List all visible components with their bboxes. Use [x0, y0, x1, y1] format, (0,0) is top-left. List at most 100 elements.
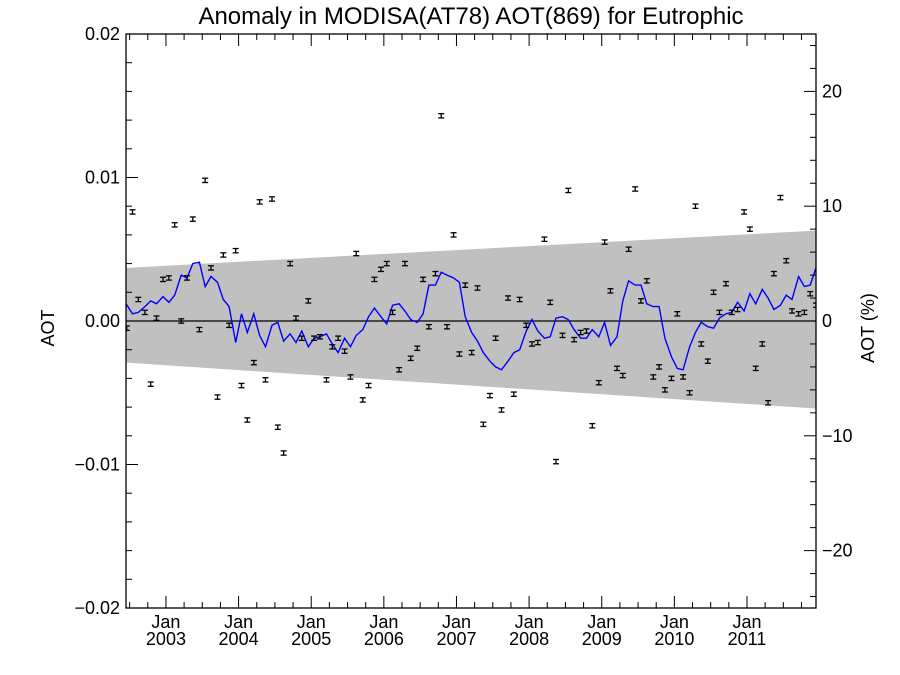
data-point: [244, 417, 251, 423]
data-point: [607, 288, 614, 294]
y-tick-label: 0.02: [85, 24, 120, 44]
y-tick-label: −0.02: [74, 598, 120, 618]
x-tick-label-month: Jan: [297, 612, 326, 632]
x-tick-label-month: Jan: [587, 612, 616, 632]
data-point: [661, 387, 668, 393]
data-point: [547, 299, 554, 306]
data-point: [153, 315, 160, 321]
data-point: [722, 280, 729, 287]
data-point: [668, 375, 675, 382]
data-point: [486, 392, 493, 399]
data-point: [777, 194, 784, 201]
data-point: [613, 365, 620, 372]
data-point: [534, 339, 541, 346]
x-tick-label-month: Jan: [515, 612, 544, 632]
data-point: [396, 366, 403, 373]
data-point: [734, 306, 741, 313]
data-point: [505, 295, 512, 301]
data-point: [305, 298, 312, 304]
data-point: [813, 302, 816, 309]
data-point: [552, 458, 559, 465]
data-point: [141, 309, 148, 316]
data-point: [207, 265, 214, 271]
data-point: [480, 421, 487, 428]
data-point: [589, 422, 596, 429]
data-point: [498, 407, 505, 413]
data-point: [516, 296, 523, 303]
data-point: [674, 311, 681, 317]
data-point: [135, 296, 142, 303]
data-point: [129, 209, 136, 215]
y-axis-label-right: AOT (%): [858, 293, 878, 363]
data-point: [335, 335, 342, 342]
data-point: [789, 308, 796, 314]
data-point: [492, 335, 499, 342]
x-tick-label-year: 2005: [291, 629, 331, 649]
data-point: [770, 270, 777, 277]
x-tick-label-month: Jan: [732, 612, 761, 632]
data-point: [680, 374, 687, 380]
data-point: [250, 359, 257, 366]
y-tick-label: 0.00: [85, 311, 120, 331]
data-point: [178, 318, 185, 324]
data-point: [643, 278, 650, 284]
data-point: [765, 399, 772, 406]
data-point: [716, 309, 723, 316]
data-point: [704, 358, 711, 364]
data-point: [462, 282, 469, 288]
data-point: [160, 276, 167, 283]
x-tick-label-year: 2007: [436, 629, 476, 649]
data-point: [438, 112, 445, 119]
data-point: [595, 379, 602, 386]
data-point: [377, 266, 384, 273]
data-point: [214, 394, 221, 400]
y-right-tick-label: −20: [822, 541, 853, 561]
y-tick-label: −0.01: [74, 455, 120, 475]
data-point: [650, 374, 657, 380]
data-point: [571, 336, 578, 343]
x-tick-label-month: Jan: [151, 612, 180, 632]
data-point: [474, 285, 481, 291]
data-point: [359, 397, 366, 403]
data-point: [746, 226, 753, 232]
y-axis-label-left: AOT: [38, 309, 58, 346]
data-point: [565, 187, 572, 194]
data-point: [637, 298, 644, 304]
data-point: [583, 328, 590, 334]
data-point: [541, 236, 548, 243]
data-point: [559, 332, 566, 339]
data-point: [795, 311, 802, 317]
data-point: [807, 290, 814, 297]
data-point: [365, 382, 372, 389]
axes: −0.02−0.010.000.010.02−20−1001020Jan2003…: [74, 24, 852, 649]
data-point: [238, 382, 245, 389]
data-point: [171, 222, 178, 228]
data-point: [274, 424, 281, 430]
x-tick-label-month: Jan: [224, 612, 253, 632]
data-point: [710, 289, 717, 296]
data-point: [407, 355, 414, 362]
data-point: [444, 323, 451, 330]
data-point: [759, 341, 766, 347]
data-point: [287, 260, 294, 267]
x-tick-label-year: 2010: [654, 629, 694, 649]
y-tick-label: 0.01: [85, 168, 120, 188]
data-point: [401, 260, 408, 267]
data-point: [196, 326, 203, 333]
x-tick-label-year: 2008: [509, 629, 549, 649]
data-point: [262, 377, 269, 383]
series-line: [126, 261, 816, 371]
data-point: [280, 450, 287, 456]
data-point: [625, 246, 632, 253]
data-point: [619, 372, 626, 379]
data-point: [523, 322, 530, 329]
data-point: [341, 348, 348, 354]
data-point: [189, 216, 196, 222]
data-point: [298, 335, 305, 342]
data-point: [316, 333, 323, 340]
data-point: [801, 309, 808, 316]
uncertainty-band: [126, 230, 816, 409]
chart-title: Anomaly in MODISA(AT78) AOT(869) for Eut…: [198, 3, 743, 30]
data-point: [783, 257, 790, 264]
